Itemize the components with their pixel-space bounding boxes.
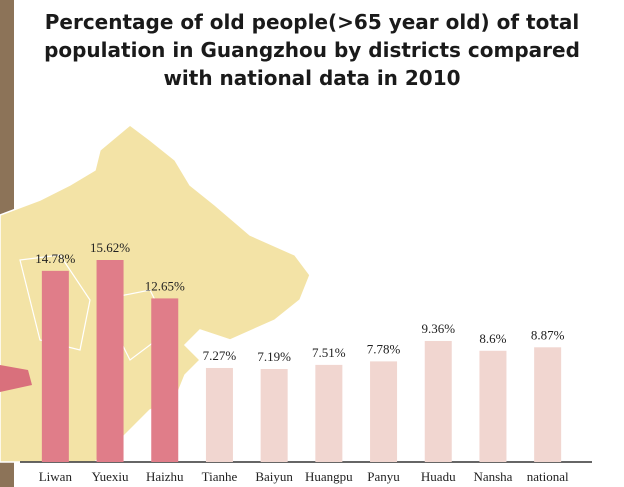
bar: [42, 271, 69, 462]
value-label: 7.19%: [257, 349, 291, 364]
value-label: 7.78%: [367, 341, 401, 356]
bar: [479, 351, 506, 462]
page: 14.78% Liwan 15.62% Yuexiu 12.65% Haizhu 7.27%…: [0, 0, 624, 487]
x-tick-label: Haizhu: [146, 469, 184, 484]
bar: [97, 260, 124, 462]
bar: [534, 347, 561, 462]
x-tick-label: Panyu: [367, 469, 400, 484]
bar: [261, 369, 288, 462]
value-label: 8.6%: [479, 331, 506, 346]
value-label: 7.27%: [203, 348, 237, 363]
value-label: 9.36%: [421, 321, 455, 336]
bar: [151, 298, 178, 462]
bar: [425, 341, 452, 462]
bar: [315, 365, 342, 462]
x-tick-label: national: [527, 469, 569, 484]
x-tick-label: Huadu: [421, 469, 456, 484]
value-label: 12.65%: [145, 278, 185, 293]
x-tick-label: Tianhe: [202, 469, 238, 484]
chart-title: Percentage of old people(>65 year old) o…: [22, 8, 602, 92]
value-label: 7.51%: [312, 345, 346, 360]
value-label: 15.62%: [90, 240, 130, 255]
x-tick-label: Yuexiu: [92, 469, 129, 484]
x-tick-label: Nansha: [473, 469, 512, 484]
bar: [206, 368, 233, 462]
x-tick-label: Liwan: [39, 469, 73, 484]
bar: [370, 361, 397, 462]
value-label: 8.87%: [531, 327, 565, 342]
value-label: 14.78%: [35, 251, 75, 266]
x-tick-label: Baiyun: [255, 469, 293, 484]
x-tick-label: Huangpu: [305, 469, 353, 484]
